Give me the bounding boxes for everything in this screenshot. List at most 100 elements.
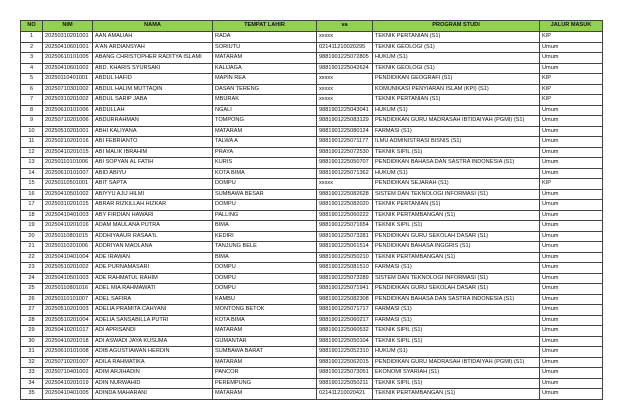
cell-program-studi[interactable]: SISTEM DAN TEKNOLOGI INFORMASI (S1) (372, 188, 540, 200)
column-header-no[interactable]: NO (20, 20, 43, 32)
cell-jalur-masuk[interactable]: Umum (539, 167, 603, 179)
cell-nim[interactable]: 20250610101006 (42, 104, 93, 116)
cell-nim[interactable]: 20250410601002 (42, 62, 93, 74)
cell-va[interactable]: 9881901225052310 (316, 346, 373, 358)
cell-program-studi[interactable]: TEKNIK SIPIL (S1) (372, 146, 540, 158)
cell-no[interactable]: 30 (20, 335, 43, 347)
cell-program-studi[interactable]: TEKNIK SIPIL (S1) (372, 377, 540, 389)
cell-tempat-lahir[interactable]: MATARAM (212, 325, 317, 337)
column-header-va[interactable]: va (316, 20, 373, 32)
cell-program-studi[interactable]: PENDIDIKAN BAHASA DAN SASTRA INDONESIA (… (372, 157, 540, 169)
cell-va[interactable]: 9881901225050211 (316, 377, 373, 389)
cell-nim[interactable]: 20250410401004 (42, 251, 93, 263)
cell-program-studi[interactable]: TEKNIK PERTANIAN (S1) (372, 199, 540, 211)
cell-jalur-masuk[interactable]: Umum (539, 251, 603, 263)
cell-va[interactable]: 9881901225043041 (316, 104, 373, 116)
cell-no[interactable]: 6 (20, 83, 43, 95)
cell-jalur-masuk[interactable]: KIP (539, 94, 603, 106)
cell-no[interactable]: 3 (20, 52, 43, 64)
cell-program-studi[interactable]: FARMASI (S1) (372, 314, 540, 326)
column-header-nim[interactable]: NIM (42, 20, 93, 32)
cell-nim[interactable]: 20250110101007 (42, 293, 93, 305)
cell-tempat-lahir[interactable]: KOTA BIMA (212, 314, 317, 326)
cell-va[interactable]: 9881901225071362 (316, 167, 373, 179)
cell-tempat-lahir[interactable]: SUMBAWA BARAT (212, 346, 317, 358)
cell-no[interactable]: 23 (20, 262, 43, 274)
cell-nim[interactable]: 20250410401003 (42, 209, 93, 221)
cell-va[interactable]: 9881901225071654 (316, 220, 373, 232)
cell-program-studi[interactable]: PENDIDIKAN GURU SEKOLAH DASAR (S1) (372, 230, 540, 242)
cell-va[interactable]: 021411210020295 (316, 41, 373, 53)
cell-va[interactable]: 9881901225060222 (316, 209, 373, 221)
cell-va[interactable]: xxxxx (316, 178, 373, 190)
cell-tempat-lahir[interactable]: PRAYA (212, 146, 317, 158)
cell-nama[interactable]: ABIYYU AJIJ HILMI (92, 188, 213, 200)
cell-program-studi[interactable]: HUKUM (S1) (372, 167, 540, 179)
cell-jalur-masuk[interactable]: KIP (539, 73, 603, 85)
cell-jalur-masuk[interactable]: Umum (539, 356, 603, 368)
cell-tempat-lahir[interactable]: SUMBAWA BESAR (212, 188, 317, 200)
cell-no[interactable]: 25 (20, 283, 43, 295)
cell-no[interactable]: 12 (20, 146, 43, 158)
cell-nama[interactable]: ADDRIYAN MAOLANA (92, 241, 213, 253)
column-header-tempat-lahir[interactable]: TEMPAT LAHIR (212, 20, 317, 32)
cell-tempat-lahir[interactable]: PALLING (212, 209, 317, 221)
cell-jalur-masuk[interactable]: Umum (539, 230, 603, 242)
cell-program-studi[interactable]: TEKNIK PERTAMBANGAN (S1) (372, 209, 540, 221)
cell-tempat-lahir[interactable]: PEREMPUNG (212, 377, 317, 389)
cell-program-studi[interactable]: FARMASI (S1) (372, 304, 540, 316)
cell-no[interactable]: 17 (20, 199, 43, 211)
cell-no[interactable]: 24 (20, 272, 43, 284)
column-header-nama[interactable]: NAMA (92, 20, 213, 32)
cell-nim[interactable]: 20250310201001 (42, 31, 93, 43)
cell-jalur-masuk[interactable]: Umum (539, 283, 603, 295)
cell-jalur-masuk[interactable]: Umum (539, 367, 603, 379)
cell-nama[interactable]: ADEL MIA RAHMAWATI (92, 283, 213, 295)
cell-jalur-masuk[interactable]: Umum (539, 304, 603, 316)
cell-nim[interactable]: 20250610101005 (42, 52, 93, 64)
cell-nim[interactable]: 20250710301002 (42, 83, 93, 95)
cell-va[interactable]: xxxxx (316, 83, 373, 95)
cell-va[interactable]: 9881901225061514 (316, 241, 373, 253)
cell-nim[interactable]: 20250310201002 (42, 94, 93, 106)
cell-va[interactable]: 9881901225050104 (316, 335, 373, 347)
cell-no[interactable]: 11 (20, 136, 43, 148)
cell-jalur-masuk[interactable]: Umum (539, 209, 603, 221)
cell-no[interactable]: 1 (20, 31, 43, 43)
cell-jalur-masuk[interactable]: Umum (539, 199, 603, 211)
cell-va[interactable]: 9881901225071941 (316, 283, 373, 295)
cell-jalur-masuk[interactable]: Umum (539, 325, 603, 337)
cell-tempat-lahir[interactable]: DASAN TERENG (212, 83, 317, 95)
cell-nim[interactable]: 20250410201016 (42, 220, 93, 232)
cell-no[interactable]: 14 (20, 167, 43, 179)
cell-va[interactable]: 9881901225082020 (316, 199, 373, 211)
cell-jalur-masuk[interactable]: Umum (539, 188, 603, 200)
cell-nim[interactable]: 20250410601001 (42, 41, 93, 53)
cell-program-studi[interactable]: PENDIDIKAN SEJARAH (S1) (372, 178, 540, 190)
cell-nim[interactable]: 20250110501001 (42, 178, 93, 190)
cell-jalur-masuk[interactable]: Umum (539, 157, 603, 169)
cell-program-studi[interactable]: SISTEM DAN TEKNOLOGI INFORMASI (S1) (372, 272, 540, 284)
cell-jalur-masuk[interactable]: KIP (539, 178, 603, 190)
cell-nim[interactable]: 20250110801016 (42, 283, 93, 295)
cell-tempat-lahir[interactable]: DOMPU (212, 199, 317, 211)
cell-program-studi[interactable]: FARMASI (S1) (372, 125, 540, 137)
cell-jalur-masuk[interactable]: Umum (539, 125, 603, 137)
cell-va[interactable]: xxxxx (316, 94, 373, 106)
cell-tempat-lahir[interactable]: MATARAM (212, 388, 317, 400)
cell-program-studi[interactable]: HUKUM (S1) (372, 346, 540, 358)
cell-program-studi[interactable]: TEKNIK PERTANIAN (S1) (372, 31, 540, 43)
cell-va[interactable]: 9881901225081510 (316, 262, 373, 274)
cell-va[interactable]: 9881901225050210 (316, 251, 373, 263)
cell-va[interactable]: 9881901225071717 (316, 304, 373, 316)
cell-no[interactable]: 27 (20, 304, 43, 316)
cell-nama[interactable]: ABD. KHARIS SYURSAKI (92, 62, 213, 74)
cell-nama[interactable]: ABRAR RIZKILLAH HIZKAR (92, 199, 213, 211)
cell-no[interactable]: 32 (20, 356, 43, 368)
cell-nama[interactable]: ABDULLAH (92, 104, 213, 116)
cell-nim[interactable]: 20250210201016 (42, 136, 93, 148)
cell-nama[interactable]: ADIB AGUSTIAWAN HERDIN (92, 346, 213, 358)
cell-nama[interactable]: ADDHIYAAUR RASAA'IL (92, 230, 213, 242)
cell-program-studi[interactable]: PENDIDIKAN GURU MADRASAH IBTIDAIYAH (PGM… (372, 115, 540, 127)
cell-jalur-masuk[interactable]: Umum (539, 52, 603, 64)
